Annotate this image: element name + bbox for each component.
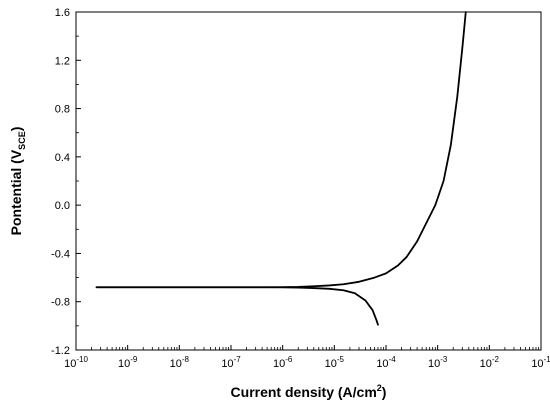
x-tick-label-exponent: -2 (492, 355, 500, 364)
series-group (95, 11, 467, 326)
series-line-cathodic (95, 286, 379, 326)
x-tick-label: 10-6 (273, 355, 293, 370)
y-tick-label: -0.8 (51, 297, 70, 309)
x-tick-label-base: 10 (428, 358, 440, 370)
x-tick-label-exponent: -3 (440, 355, 448, 364)
x-tick-label-exponent: -6 (285, 355, 293, 364)
x-axis-title-prefix: Current density (A/cm (231, 384, 377, 400)
x-tick-label-base: 10 (118, 358, 130, 370)
x-tick-label-base: 10 (480, 358, 492, 370)
x-tick-label-exponent: -7 (234, 355, 242, 364)
x-tick-label-base: 10 (531, 358, 543, 370)
y-tick-label: -0.4 (51, 248, 70, 260)
x-tick-label-base: 10 (273, 358, 285, 370)
x-tick-labels: 10-10 10-9 10-8 10-7 10-6 10-5 10-4 10-3 10-2 10-… (64, 355, 550, 370)
x-tick-label-exponent: -9 (130, 355, 138, 364)
x-tick-label: 10-5 (325, 355, 345, 370)
x-tick-label-exponent: -10 (76, 355, 88, 364)
x-tick-label: 10-2 (480, 355, 500, 370)
y-tick-label: -1.2 (51, 345, 70, 357)
y-axis-title-prefix: Pontential (V (8, 149, 24, 235)
y-tick-label: 0.4 (55, 152, 70, 164)
y-axis-title-subscript: SCE (17, 131, 27, 150)
x-tick-label-base: 10 (325, 358, 337, 370)
x-tick-label-exponent: -5 (337, 355, 345, 364)
x-tick-label: 10-10 (64, 355, 88, 370)
x-tick-label: 10-7 (221, 355, 241, 370)
y-tick-label: 0.0 (55, 200, 70, 212)
y-tick-label: 0.8 (55, 104, 70, 116)
y-tick-label: 1.2 (55, 55, 70, 67)
x-tick-label-base: 10 (170, 358, 182, 370)
y-axis-title: Pontential (VSCE) (8, 127, 27, 236)
x-axis-title-superscript: 2 (377, 383, 382, 393)
x-axis-title: Current density (A/cm2) (231, 383, 387, 400)
x-axis-title-suffix: ) (382, 384, 387, 400)
y-tick-labels: -1.2 -0.8 -0.4 0.0 0.4 0.8 1.2 1.6 (51, 7, 70, 357)
x-tick-label: 10-3 (428, 355, 448, 370)
x-tick-label: 10-9 (118, 355, 138, 370)
y-axis-title-suffix: ) (8, 127, 24, 132)
x-tick-label-base: 10 (221, 358, 233, 370)
x-tick-label-base: 10 (64, 358, 76, 370)
plot-frame (75, 11, 542, 351)
x-tick-label: 10-4 (376, 355, 396, 370)
x-tick-label-exponent: -4 (389, 355, 397, 364)
x-tick-label: 10-8 (170, 355, 190, 370)
y-tick-label: 1.6 (55, 7, 70, 19)
x-tick-label-exponent: -1 (544, 355, 550, 364)
x-tick-label-exponent: -8 (182, 355, 190, 364)
x-tick-label-base: 10 (376, 358, 388, 370)
x-tick-label: 10-1 (531, 355, 550, 370)
